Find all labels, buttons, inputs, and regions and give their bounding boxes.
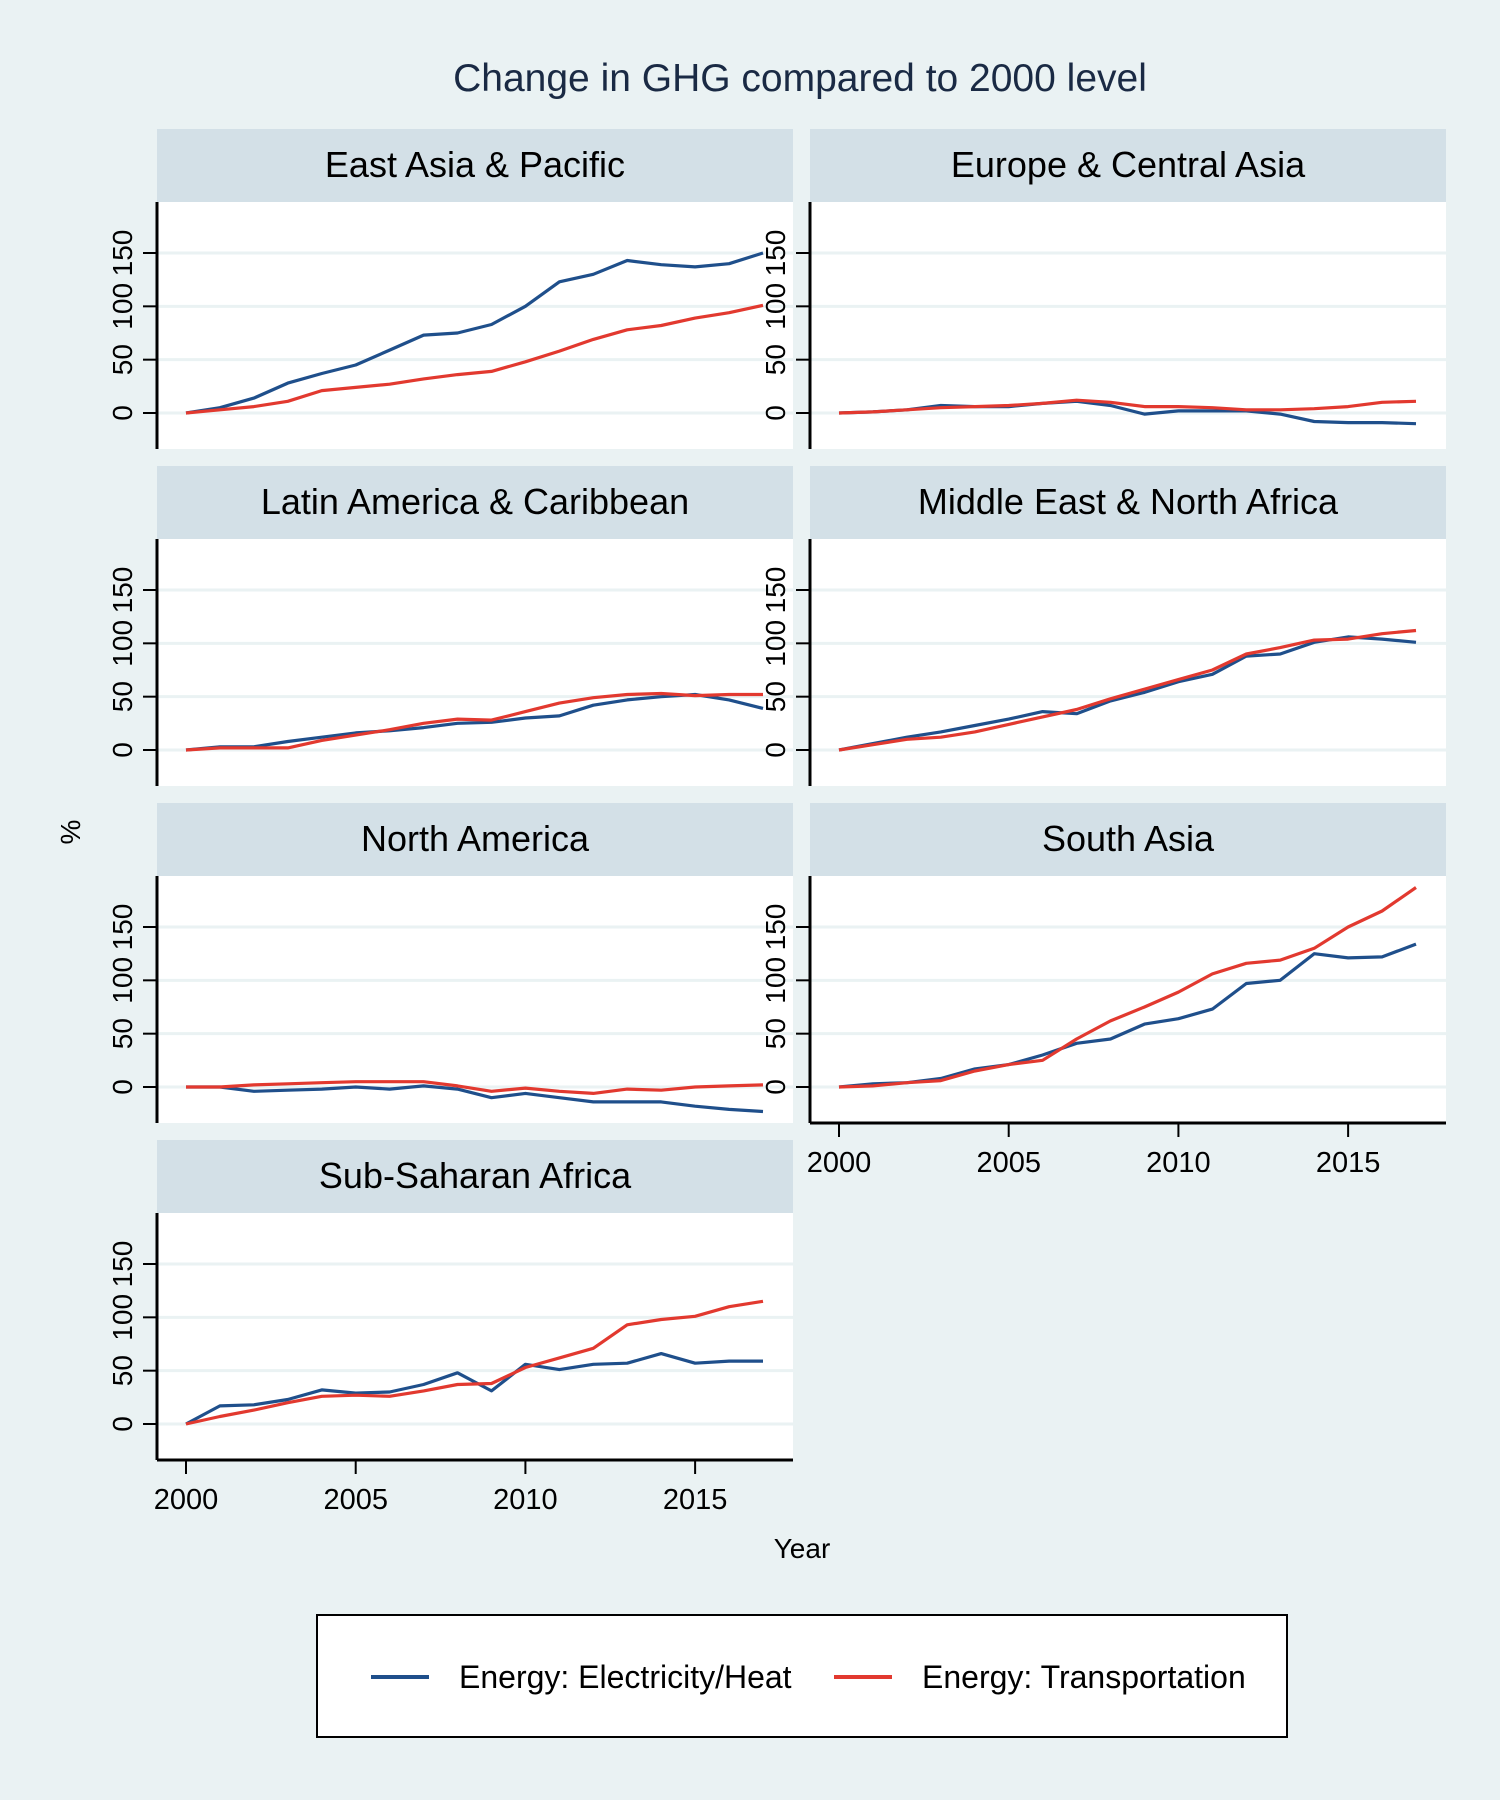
y-tick-label: 100 bbox=[760, 283, 791, 330]
series-line-energy-transportation bbox=[838, 628, 1417, 752]
panel-strip bbox=[157, 466, 793, 539]
series-line-energy-electricity-heat bbox=[186, 1084, 764, 1114]
x-tick-label: 2005 bbox=[323, 1484, 388, 1516]
series-line-energy-transportation bbox=[185, 1299, 764, 1426]
plot-area bbox=[157, 202, 793, 449]
panel-title: South Asia bbox=[1042, 818, 1215, 859]
y-tick-label: 0 bbox=[107, 742, 138, 758]
panel-title: Sub-Saharan Africa bbox=[319, 1155, 632, 1196]
panel-middle-east-and-north-africa: Middle East & North Africa 0 50 100 150 bbox=[760, 466, 1446, 786]
y-tick-label: 100 bbox=[760, 957, 791, 1004]
x-tick-label: 2005 bbox=[976, 1147, 1041, 1179]
series-line-energy-electricity-heat bbox=[838, 942, 1417, 1089]
y-tick-label: 50 bbox=[760, 681, 791, 712]
x-tick-label: 2010 bbox=[493, 1484, 558, 1516]
series-line-energy-transportation bbox=[185, 303, 764, 415]
plot-area bbox=[157, 876, 793, 1123]
y-tick-label: 150 bbox=[760, 904, 791, 951]
x-tick-label: 2000 bbox=[154, 1484, 219, 1516]
panel-title: Latin America & Caribbean bbox=[261, 481, 689, 522]
y-tick-label: 100 bbox=[107, 283, 138, 330]
y-tick-label: 50 bbox=[760, 1018, 791, 1049]
y-tick-label: 100 bbox=[107, 957, 138, 1004]
panel-latin-america-and-caribbean: Latin America & Caribbean 0 50 100 150 bbox=[107, 466, 793, 786]
legend: Energy: Electricity/Heat Energy: Transpo… bbox=[316, 1614, 1288, 1738]
x-tick-label: 2015 bbox=[663, 1484, 728, 1516]
panel-strip bbox=[157, 803, 793, 876]
x-tick-label: 2000 bbox=[807, 1147, 872, 1179]
panel-strip bbox=[810, 466, 1446, 539]
y-tick-label: 50 bbox=[107, 344, 138, 375]
panel-south-asia: South Asia 0 50 100 150 2000 2005 2010 2015 bbox=[760, 803, 1446, 1179]
panel-title: Middle East & North Africa bbox=[918, 481, 1339, 522]
y-tick-label: 100 bbox=[107, 1294, 138, 1341]
y-tick-label: 0 bbox=[107, 1079, 138, 1095]
panel-sub-saharan-africa: Sub-Saharan Africa 0 50 100 150 2000 2005 2010 2… bbox=[107, 1140, 793, 1516]
y-tick-label: 0 bbox=[760, 742, 791, 758]
series-line-energy-transportation bbox=[185, 691, 763, 752]
plot-area bbox=[810, 539, 1446, 786]
y-tick-label: 50 bbox=[107, 1018, 138, 1049]
y-tick-label: 150 bbox=[760, 567, 791, 614]
y-tick-label: 0 bbox=[107, 1416, 138, 1432]
panel-title: North America bbox=[361, 818, 590, 859]
x-tick-label: 2010 bbox=[1146, 1147, 1211, 1179]
series-line-energy-transportation bbox=[838, 886, 1417, 1089]
panel-strip bbox=[157, 129, 793, 202]
x-tick-label: 2015 bbox=[1316, 1147, 1381, 1179]
figure-title: Change in GHG compared to 2000 level bbox=[453, 57, 1147, 100]
plot-area bbox=[157, 1213, 793, 1460]
legend-box bbox=[316, 1614, 1288, 1738]
y-tick-label: 150 bbox=[107, 904, 138, 951]
panel-east-asia-and-pacific: East Asia & Pacific 0 50 100 150 bbox=[107, 129, 793, 449]
legend-label-electricity: Energy: Electricity/Heat bbox=[459, 1659, 792, 1695]
y-tick-label: 0 bbox=[760, 405, 791, 421]
series-line-energy-transportation bbox=[838, 398, 1417, 415]
panel-north-america: North America 0 50 100 150 bbox=[107, 803, 793, 1123]
y-tick-label: 50 bbox=[760, 344, 791, 375]
y-tick-label: 150 bbox=[107, 230, 138, 277]
y-tick-label: 50 bbox=[107, 1355, 138, 1386]
series-line-energy-electricity-heat bbox=[185, 1351, 763, 1426]
series-line-energy-electricity-heat bbox=[838, 399, 1417, 426]
y-tick-label: 0 bbox=[760, 1079, 791, 1095]
panel-strip bbox=[810, 129, 1446, 202]
series-line-energy-transportation bbox=[186, 1080, 764, 1096]
panel-title: Europe & Central Asia bbox=[951, 144, 1306, 185]
series-line-energy-electricity-heat bbox=[185, 692, 764, 752]
y-tick-label: 0 bbox=[107, 405, 138, 421]
y-tick-label: 50 bbox=[107, 681, 138, 712]
x-axis-label: Year bbox=[774, 1533, 831, 1564]
panel-strip bbox=[157, 1140, 793, 1213]
y-tick-label: 100 bbox=[760, 620, 791, 667]
y-tick-label: 150 bbox=[107, 567, 138, 614]
panel-strip bbox=[810, 803, 1446, 876]
panel-title: East Asia & Pacific bbox=[325, 144, 625, 185]
y-tick-label: 150 bbox=[107, 1241, 138, 1288]
y-tick-label: 150 bbox=[760, 230, 791, 277]
y-axis-label: % bbox=[55, 820, 86, 845]
y-tick-label: 100 bbox=[107, 620, 138, 667]
legend-label-transportation: Energy: Transportation bbox=[922, 1659, 1246, 1695]
series-line-energy-electricity-heat bbox=[185, 251, 764, 415]
panel-europe-and-central-asia: Europe & Central Asia 0 50 100 150 bbox=[760, 129, 1446, 449]
